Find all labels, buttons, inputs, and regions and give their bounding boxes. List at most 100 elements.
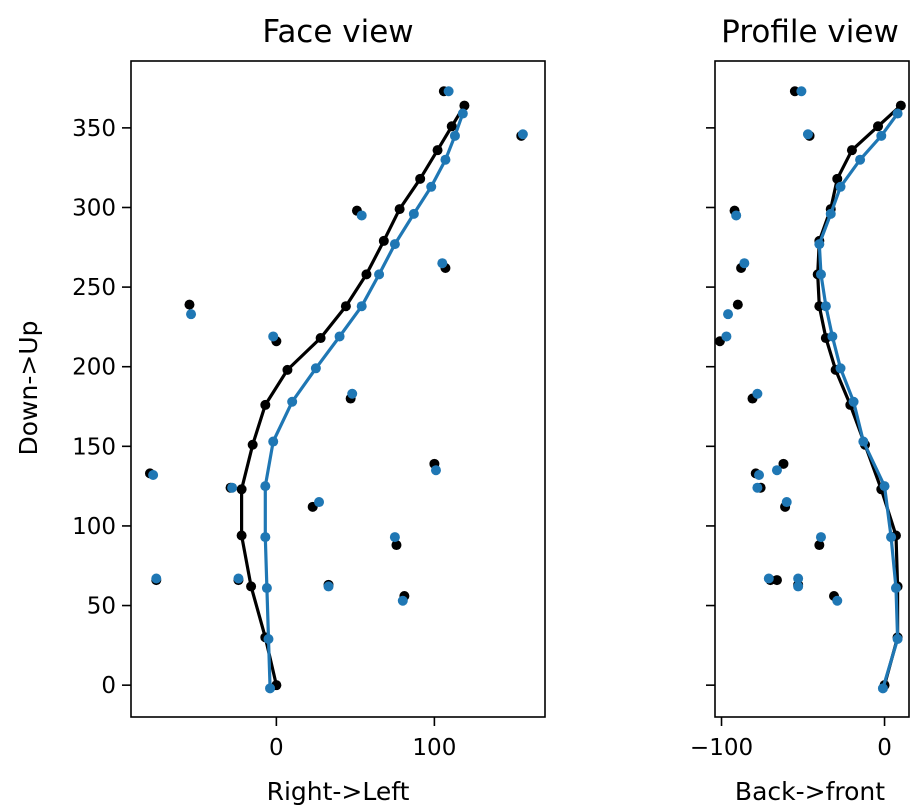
profile-line-point — [877, 683, 888, 694]
face-ytick-label: 250 — [72, 275, 116, 301]
face-ytick-label: 350 — [72, 116, 116, 142]
profile-scatter-point — [754, 469, 765, 480]
profile-scatter-point — [731, 210, 742, 221]
profile-line-point — [886, 532, 897, 543]
face-scatter-point — [443, 86, 454, 97]
face-scatter-point — [227, 482, 238, 493]
face-view-panel: Face view Right->Left Down->Up 0 50 100 150… — [14, 14, 546, 805]
face-scatter-point — [347, 388, 358, 399]
face-line-point — [356, 301, 367, 312]
face-line-point — [361, 269, 372, 280]
profile-scatter-point — [796, 86, 807, 97]
profile-series — [714, 86, 906, 694]
profile-scatter-point — [752, 482, 763, 493]
profile-xtick-label: −100 — [690, 735, 753, 761]
face-line-point — [408, 208, 419, 219]
face-line-point — [236, 484, 247, 495]
profile-line-point — [832, 173, 843, 184]
face-scatter-point — [151, 573, 162, 584]
face-line-point — [432, 145, 443, 156]
profile-scatter-point — [832, 595, 843, 606]
face-scatter-point — [186, 309, 197, 320]
profile-scatter-point — [771, 465, 782, 476]
face-scatter-point — [233, 573, 244, 584]
profile-line-point — [835, 181, 846, 192]
face-series-1 — [148, 86, 528, 694]
face-line-point — [426, 181, 437, 192]
face-line-point — [247, 439, 258, 450]
profile-line-point — [895, 100, 906, 111]
profile-scatter-point — [732, 299, 743, 310]
face-line-point — [449, 130, 460, 141]
face-series — [144, 86, 528, 694]
face-scatter-point — [323, 581, 334, 592]
profile-line-point — [827, 331, 838, 342]
profile-view-panel: Profile view Back->front −100 0 — [690, 14, 910, 805]
profile-line-point — [848, 396, 859, 407]
profile-scatter-point — [793, 581, 804, 592]
profile-line-point — [879, 481, 890, 492]
profile-series-1 — [721, 86, 903, 694]
face-line-point — [261, 583, 272, 594]
face-line-point — [394, 204, 405, 215]
face-line-point — [389, 239, 400, 250]
face-scatter-point — [437, 258, 448, 269]
face-scatter-point — [389, 532, 400, 543]
face-line-point — [246, 581, 257, 592]
face-view-title: Face view — [262, 14, 413, 50]
profile-line-point — [846, 145, 857, 156]
face-view-ylabel: Down->Up — [14, 321, 43, 456]
face-line-point — [265, 683, 276, 694]
face-line-point — [260, 399, 271, 410]
face-scatter-point — [356, 210, 367, 221]
face-line-point — [236, 530, 247, 541]
face-line-point — [334, 331, 345, 342]
profile-line-point — [814, 239, 825, 250]
profile-scatter-point — [778, 458, 789, 469]
face-ytick-label: 100 — [72, 514, 116, 540]
face-line-point — [415, 173, 426, 184]
profile-scatter-point — [752, 388, 763, 399]
face-scatter-point — [397, 595, 408, 606]
profile-scatter-point — [763, 573, 774, 584]
face-line-point — [310, 363, 321, 374]
face-line-point — [315, 333, 326, 344]
face-scatter-point — [314, 497, 325, 508]
profile-view-xlabel: Back->front — [735, 777, 885, 805]
profile-scatter-point — [721, 331, 732, 342]
face-view-xlabel: Right->Left — [267, 777, 410, 805]
face-line-point — [260, 481, 271, 492]
profile-scatter-point — [814, 540, 825, 551]
face-scatter-point — [148, 469, 159, 480]
face-scatter-point — [517, 129, 528, 140]
face-line-point — [374, 269, 385, 280]
face-line-point — [287, 396, 298, 407]
profile-line-point — [835, 363, 846, 374]
face-line-point — [340, 301, 351, 312]
profile-scatter-point — [815, 532, 826, 543]
face-xtick-label: 0 — [269, 735, 284, 761]
profile-line-point — [892, 108, 903, 119]
profile-series-0 — [714, 86, 906, 691]
profile-view-title: Profile view — [721, 14, 899, 50]
face-scatter-point — [184, 299, 195, 310]
profile-scatter-point — [739, 258, 750, 269]
profile-line-point — [858, 436, 869, 447]
profile-line-point — [825, 208, 836, 219]
face-line-point — [459, 100, 470, 111]
face-axes-frame — [130, 60, 546, 718]
profile-line-point — [876, 130, 887, 141]
profile-scatter-point — [802, 129, 813, 140]
face-line-point — [378, 235, 389, 246]
face-line-point — [440, 154, 451, 165]
profile-scatter-point — [793, 573, 804, 584]
profile-scatter-point — [771, 575, 782, 586]
face-ytick-label: 150 — [72, 434, 116, 460]
face-line-point — [268, 436, 279, 447]
profile-line-point — [815, 269, 826, 280]
face-xtick-label: 100 — [412, 735, 456, 761]
profile-scatter-point — [781, 497, 792, 508]
profile-line-point — [855, 154, 866, 165]
profile-line-point — [873, 121, 884, 132]
